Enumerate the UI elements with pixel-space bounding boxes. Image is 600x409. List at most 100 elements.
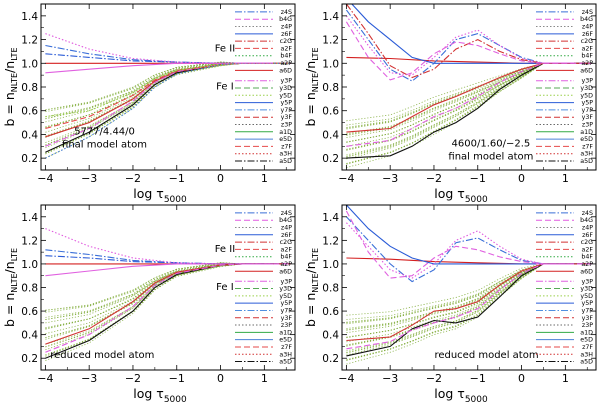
x-axis-label-main: log τ xyxy=(133,186,164,201)
band-line xyxy=(346,62,592,165)
y-tick-label: 1.4 xyxy=(21,11,38,23)
legend-label: a3H xyxy=(279,151,292,158)
legend-label: a5D xyxy=(580,158,593,165)
x-tick-label: −2 xyxy=(125,172,141,185)
band-line xyxy=(45,263,291,318)
series-line xyxy=(345,9,592,82)
x-axis-label: log τ5000 xyxy=(133,386,187,405)
legend-label: z4P xyxy=(582,224,593,231)
panel-bottom-right: −4 −3 −2 −1 0 1 0.2 0.4 0.6 0.8 1.0 1.2 1.4 log τ5000… xyxy=(303,204,597,405)
panel-bottom-left: −4 −3 −2 −1 0 1 0.2 0.4 0.6 0.8 1.0 1.2 1.4 log τ5000… xyxy=(2,204,296,405)
y-tick-label: 0.6 xyxy=(21,306,38,318)
series-line xyxy=(346,257,592,265)
legend-label: b4G xyxy=(279,16,292,23)
band-line xyxy=(346,263,592,354)
legend-label: y3F xyxy=(582,315,594,322)
legend-label: y7P xyxy=(581,307,593,314)
legend-label: e5D xyxy=(580,337,593,344)
plot-area xyxy=(345,205,592,365)
legend-label: z4S xyxy=(582,9,593,16)
x-axis-label: log τ5000 xyxy=(133,186,187,205)
x-axis-label-main: log τ xyxy=(133,386,164,401)
panel-top-right: −4 −3 −2 −1 0 1 0.2 0.4 0.6 0.8 1.0 1.2 1.4 log τ5000… xyxy=(303,3,597,205)
series-line xyxy=(351,4,592,64)
y-tick-label: 1.2 xyxy=(21,35,38,47)
x-tick-label: −4 xyxy=(338,372,354,385)
x-tick-label: 0 xyxy=(217,372,224,385)
legend-label: y3P xyxy=(581,78,593,85)
band-line xyxy=(346,263,592,353)
series-line xyxy=(346,56,592,64)
band-line xyxy=(346,263,592,365)
legend-label: a5D xyxy=(279,158,292,165)
band-line xyxy=(346,62,592,122)
panel-top-left: −4 −3 −2 −1 0 1 0.2 0.4 0.6 0.8 1.0 1.2 1.4 log τ5000… xyxy=(2,3,296,205)
legend-label: a2P xyxy=(581,60,593,67)
y-label-sub: NLTE xyxy=(10,73,19,92)
legend-label: y3D xyxy=(279,85,292,92)
band-line xyxy=(346,62,592,150)
x-tick-label: −1 xyxy=(470,372,486,385)
legend-label: y3F xyxy=(281,315,293,322)
y-tick-label: 0.4 xyxy=(322,129,339,141)
y-tick-label: 0.8 xyxy=(322,82,339,94)
legend-label: y5P xyxy=(280,300,292,307)
y-label-part: b = n xyxy=(2,293,17,327)
y-tick-label: 1.0 xyxy=(21,58,38,70)
legend-label: a1D xyxy=(279,129,292,136)
legend-label: z4P xyxy=(281,224,292,231)
series-line xyxy=(345,222,592,279)
legend-label: y3D xyxy=(580,286,593,293)
legend-label: a1D xyxy=(279,329,292,336)
band-line xyxy=(45,263,291,320)
band-line xyxy=(346,263,592,323)
band-line xyxy=(346,62,592,164)
x-tick-label: 0 xyxy=(518,172,525,185)
x-axis-label-sub: 5000 xyxy=(465,195,488,205)
x-tick-label: −3 xyxy=(81,172,97,185)
legend-label: b4G xyxy=(580,16,593,23)
annotation: reduced model atom xyxy=(50,350,154,361)
legend-label: z4P xyxy=(582,24,593,31)
legend-label: z7F xyxy=(281,143,292,150)
legend-label: b4F xyxy=(581,53,593,60)
y-label-sub: NLTE xyxy=(311,273,320,292)
legend-label: y7P xyxy=(280,107,292,114)
legend-label: c2G xyxy=(581,38,593,45)
annotation: final model atom xyxy=(448,151,533,162)
y-tick-label: 0.2 xyxy=(322,153,339,165)
legend-label: a5D xyxy=(580,359,593,366)
y-axis-label: b = nNLTE/nLTE xyxy=(303,248,320,327)
band-line xyxy=(346,62,592,126)
legend-label: z6F xyxy=(582,232,593,239)
y-tick-label: 0.4 xyxy=(21,129,38,141)
y-label-sub: LTE xyxy=(10,248,19,261)
series-line xyxy=(346,62,592,133)
y-tick-label: 0.2 xyxy=(21,353,38,365)
band-line xyxy=(346,263,592,320)
y-tick-label: 0.8 xyxy=(21,283,38,295)
band-line xyxy=(346,263,592,334)
annotation: Fe I xyxy=(216,282,234,293)
legend-label: z7F xyxy=(582,344,593,351)
y-tick-label: 0.2 xyxy=(21,153,38,165)
legend-label: y5P xyxy=(581,100,593,107)
legend-label: y5P xyxy=(280,100,292,107)
annotation: 5777/4.44/0 xyxy=(74,126,135,137)
y-label-part: b = n xyxy=(303,92,318,126)
series-line xyxy=(345,21,592,81)
x-tick-label: −4 xyxy=(37,172,53,185)
band-line xyxy=(45,62,291,120)
y-tick-label: 0.4 xyxy=(21,330,38,342)
x-tick-label: −4 xyxy=(37,372,53,385)
series-line xyxy=(345,210,592,279)
legend-label: z3P xyxy=(582,322,593,329)
legend-label: a3H xyxy=(279,351,292,358)
y-label-part: /n xyxy=(303,61,318,73)
y-label-part: /n xyxy=(2,261,17,273)
series-line xyxy=(45,228,291,265)
legend-label: c2G xyxy=(280,38,292,45)
band-line xyxy=(346,263,592,339)
legend-label: y3D xyxy=(279,286,292,293)
x-tick-label: −2 xyxy=(125,372,141,385)
